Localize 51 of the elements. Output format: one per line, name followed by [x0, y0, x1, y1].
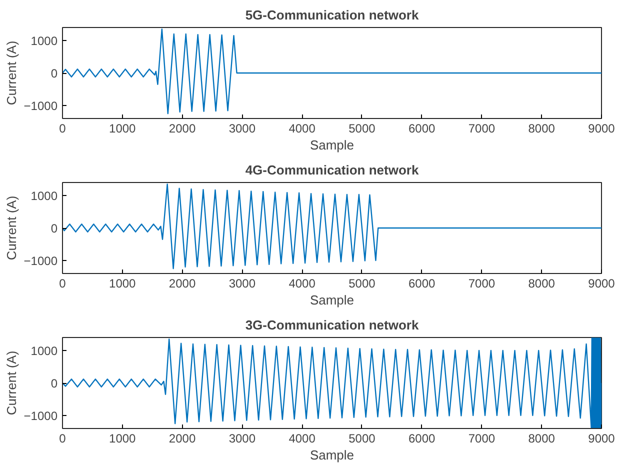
y-axis-title: Current (A): [4, 350, 19, 416]
x-tick-label: 3000: [228, 276, 256, 290]
x-axis-title: Sample: [310, 292, 354, 308]
x-tick-label: 4000: [288, 122, 316, 136]
x-tick-label: 7000: [468, 122, 496, 136]
line-series: [62, 28, 602, 114]
y-tick-label: −1000: [24, 409, 58, 423]
x-tick-label: 3000: [228, 432, 256, 446]
x-tick-label: 7000: [468, 432, 496, 446]
y-tick-label: 0: [50, 222, 58, 236]
x-tick-label: 4000: [288, 432, 316, 446]
x-tick-label: 7000: [468, 276, 496, 290]
y-tick-label: 1000: [30, 34, 58, 48]
y-tick-label: 1000: [30, 344, 58, 358]
x-tick-label: 0: [59, 122, 66, 136]
x-tick-label: 5000: [348, 122, 376, 136]
y-tick-label: −1000: [24, 99, 58, 113]
x-tick-label: 0: [59, 432, 66, 446]
y-axis-title: Current (A): [4, 196, 19, 260]
x-tick-label: 2000: [168, 276, 196, 290]
x-tick-label: 6000: [408, 432, 436, 446]
x-axis-title: Sample: [310, 138, 354, 152]
x-axis-title: Sample: [310, 448, 354, 462]
x-tick-label: 9000: [588, 276, 616, 290]
x-tick-label: 2000: [168, 432, 196, 446]
x-tick-label: 1000: [109, 432, 136, 446]
y-tick-label: 0: [50, 66, 58, 80]
x-tick-label: 9000: [588, 432, 616, 446]
x-tick-label: 5000: [348, 432, 376, 446]
x-tick-label: 8000: [528, 122, 556, 136]
y-tick-label: −1000: [24, 254, 58, 268]
line-series: [62, 338, 602, 428]
x-tick-label: 0: [59, 276, 66, 290]
x-tick-label: 5000: [348, 276, 376, 290]
x-tick-label: 2000: [168, 122, 196, 136]
chart-title: 5G-Communication network: [245, 8, 420, 22]
y-tick-label: 0: [50, 376, 58, 390]
x-tick-label: 4000: [288, 276, 316, 290]
x-tick-label: 6000: [408, 276, 436, 290]
line-series: [62, 184, 602, 270]
x-tick-label: 8000: [528, 432, 556, 446]
y-axis-title: Current (A): [4, 40, 19, 106]
chart-title: 3G-Communication network: [245, 318, 420, 332]
x-tick-label: 6000: [408, 122, 436, 136]
x-tick-label: 8000: [528, 276, 556, 290]
x-tick-label: 9000: [588, 122, 616, 136]
x-tick-label: 3000: [228, 122, 256, 136]
x-tick-label: 1000: [109, 122, 136, 136]
x-tick-label: 1000: [109, 276, 136, 290]
chart-title: 4G-Communication network: [245, 162, 420, 178]
y-tick-label: 1000: [30, 189, 58, 203]
